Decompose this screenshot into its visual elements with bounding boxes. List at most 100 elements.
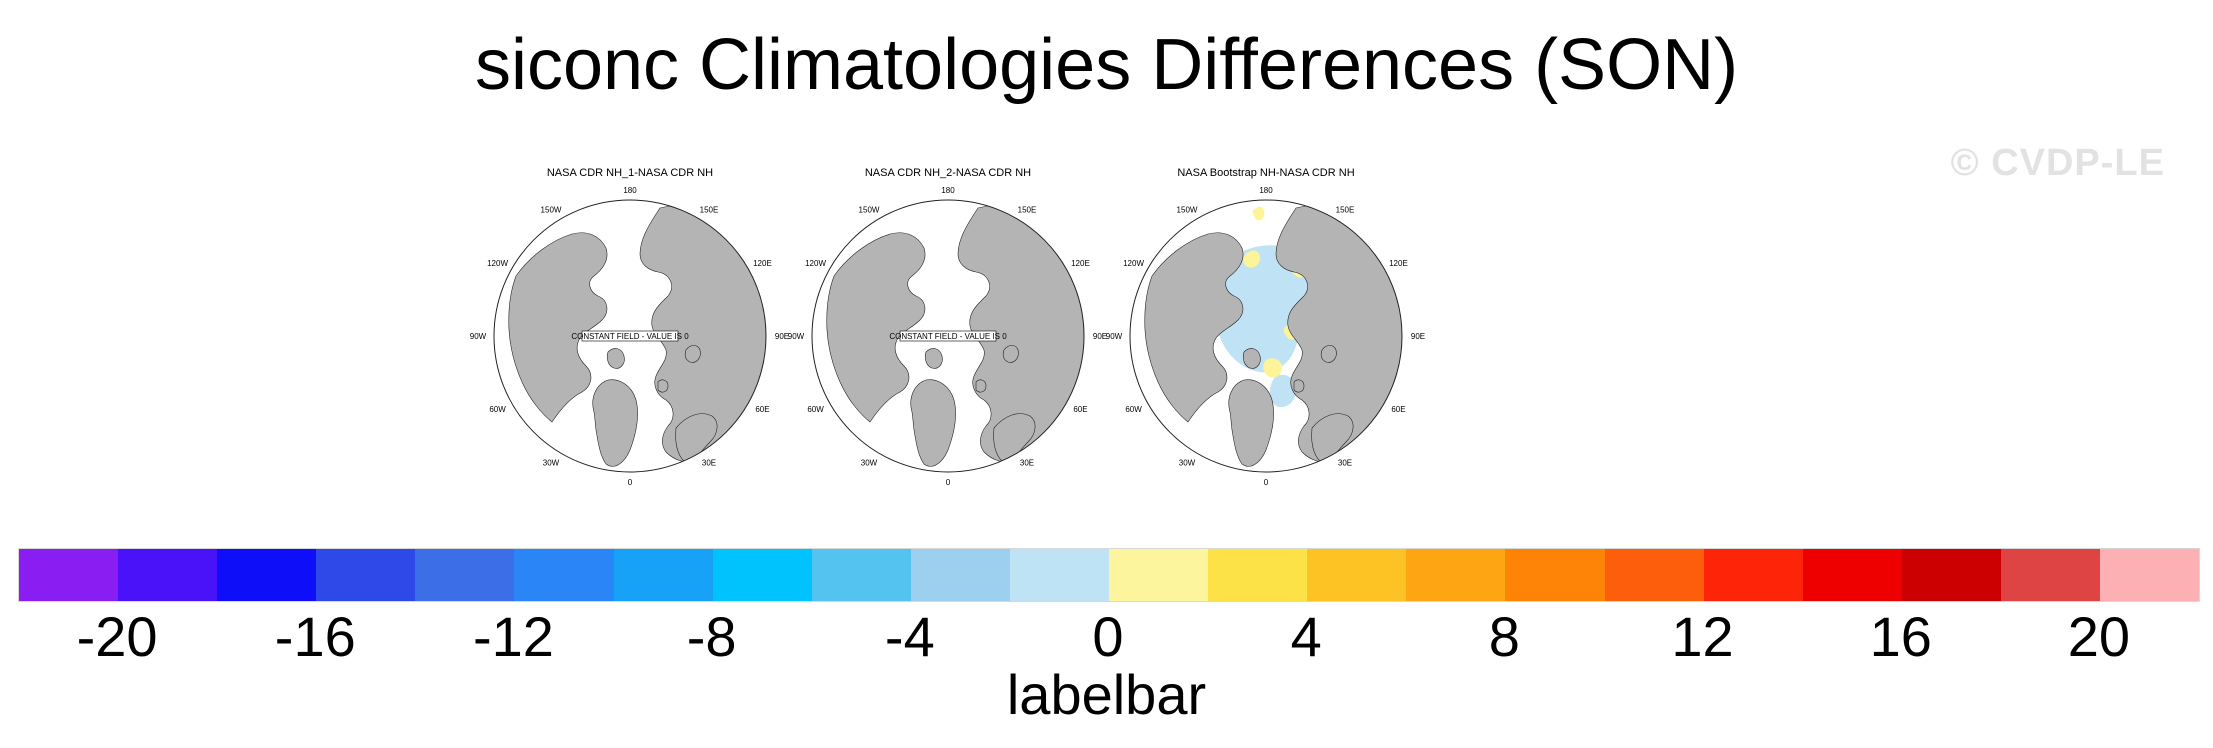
longitude-label: 30E	[702, 458, 716, 467]
longitude-label: 150W	[541, 206, 562, 215]
labelbar-swatch	[910, 549, 1010, 601]
longitude-label: 150E	[1018, 206, 1037, 215]
land-mass	[924, 348, 943, 369]
constant-field-box	[899, 330, 997, 342]
land-mass	[1311, 413, 1354, 465]
longitude-label: 150W	[859, 206, 880, 215]
labelbar-swatch	[1901, 549, 2001, 601]
land-mass	[1144, 232, 1244, 423]
labelbar-swatch	[118, 549, 218, 601]
map-border	[1129, 199, 1403, 473]
ice-difference-positive	[1263, 358, 1282, 378]
labelbar-tick-label: -4	[884, 605, 935, 668]
labelbar-swatch	[1109, 549, 1209, 601]
land-mass	[606, 348, 625, 369]
longitude-label: 120W	[1123, 259, 1144, 268]
land-mass	[592, 379, 638, 467]
ice-difference-negative	[1270, 374, 1296, 408]
land-mass	[1002, 345, 1019, 363]
labelbar-tick-label: 4	[1290, 605, 1322, 668]
longitude-label: 90W	[1106, 332, 1123, 341]
labelbar-tick-label: 8	[1488, 605, 1520, 668]
land-mass	[957, 202, 1084, 463]
labelbar-swatch	[712, 549, 812, 601]
labelbar	[18, 548, 2200, 602]
polar-map: NASA Bootstrap NH-NASA CDR NH 180 150E 120E…	[1106, 167, 1425, 487]
longitude-label: 60E	[1391, 405, 1405, 414]
longitude-label: 150E	[1336, 206, 1355, 215]
land-mass	[657, 379, 669, 393]
labelbar-swatch	[316, 549, 416, 601]
longitude-label: 90W	[788, 332, 805, 341]
labelbar-tick-label: -20	[76, 605, 158, 668]
labelbar-ticks: -20 -16 -12 -8 -4 0 4 8 12 16 20	[18, 604, 2198, 674]
labelbar-swatch	[1406, 549, 1506, 601]
longitude-label: 30W	[1179, 458, 1196, 467]
longitude-label: 120W	[805, 259, 826, 268]
polar-map: NASA CDR NH_1-NASA CDR NH 180 150E 120E 90E 6…	[470, 167, 789, 487]
labelbar-tick-label: 0	[1092, 605, 1124, 668]
land-mass	[684, 345, 701, 363]
labelbar-swatch	[514, 549, 614, 601]
longitude-label: 60W	[489, 405, 506, 414]
longitude-label: 90E	[775, 332, 789, 341]
panel-title: NASA CDR NH_2-NASA CDR NH	[865, 167, 1031, 179]
land-mass	[675, 413, 718, 465]
land-mass	[1320, 345, 1337, 363]
labelbar-tick-label: 12	[1671, 605, 1734, 668]
ice-difference-negative	[1215, 245, 1318, 373]
labelbar-swatch	[1307, 549, 1407, 601]
longitude-label: 60E	[1073, 405, 1087, 414]
labelbar-tick-label: -12	[472, 605, 554, 668]
land-mass	[1293, 379, 1305, 393]
labelbar-swatch	[1009, 549, 1110, 601]
labelbar-tick-label: 16	[1869, 605, 1932, 668]
ice-difference-positive	[1252, 206, 1265, 221]
labelbar-swatch	[811, 549, 911, 601]
longitude-label: 30W	[543, 458, 560, 467]
longitude-label: 30E	[1020, 458, 1034, 467]
longitude-label: 30W	[861, 458, 878, 467]
watermark: © CVDP-LE	[1950, 142, 2165, 184]
longitude-label: 120W	[487, 259, 508, 268]
longitude-label: 90E	[1411, 332, 1425, 341]
land-mass	[508, 232, 608, 423]
labelbar-swatch	[1703, 549, 1803, 601]
land-mass	[826, 232, 926, 423]
labelbar-swatch	[2099, 549, 2200, 601]
labelbar-tick-label: -8	[686, 605, 737, 668]
longitude-label: 90E	[1093, 332, 1107, 341]
panel-title: NASA CDR NH_1-NASA CDR NH	[547, 167, 713, 179]
labelbar-swatch	[217, 549, 317, 601]
labelbar-swatch	[1208, 549, 1308, 601]
longitude-label: 60W	[807, 405, 824, 414]
labelbar-swatch	[613, 549, 713, 601]
panel-title: NASA Bootstrap NH-NASA CDR NH	[1177, 167, 1354, 179]
ice-difference-positive	[1243, 250, 1260, 268]
labelbar-swatch	[1505, 549, 1605, 601]
land-mass	[1275, 202, 1402, 463]
labelbar-swatch	[2000, 549, 2100, 601]
land-mass	[1242, 348, 1261, 369]
labelbar-swatch	[415, 549, 515, 601]
longitude-label: 180	[1259, 186, 1273, 195]
longitude-label: 30E	[1338, 458, 1352, 467]
constant-field-label: CONSTANT FIELD - VALUE IS 0	[889, 332, 1007, 341]
longitude-label: 60W	[1125, 405, 1142, 414]
longitude-label: 0	[1264, 478, 1269, 487]
map-panel: NASA CDR NH_2-NASA CDR NH 180 150E 120E 90E 6…	[788, 160, 1128, 490]
labelbar-swatch	[1604, 549, 1704, 601]
longitude-label: 120E	[753, 259, 772, 268]
longitude-label: 0	[628, 478, 633, 487]
map-border	[493, 199, 767, 473]
labelbar-tick-label: 20	[2067, 605, 2131, 668]
map-border	[811, 199, 1085, 473]
longitude-label: 120E	[1389, 259, 1408, 268]
labelbar-swatch	[1802, 549, 1902, 601]
map-panel: NASA CDR NH_1-NASA CDR NH 180 150E 120E 90E 6…	[470, 160, 810, 490]
map-panel: NASA Bootstrap NH-NASA CDR NH 180 150E 120E…	[1106, 160, 1446, 490]
land-mass	[1228, 379, 1274, 467]
land-mass	[910, 379, 956, 467]
longitude-label: 90W	[470, 332, 487, 341]
labelbar-tick-label: -16	[274, 605, 356, 668]
